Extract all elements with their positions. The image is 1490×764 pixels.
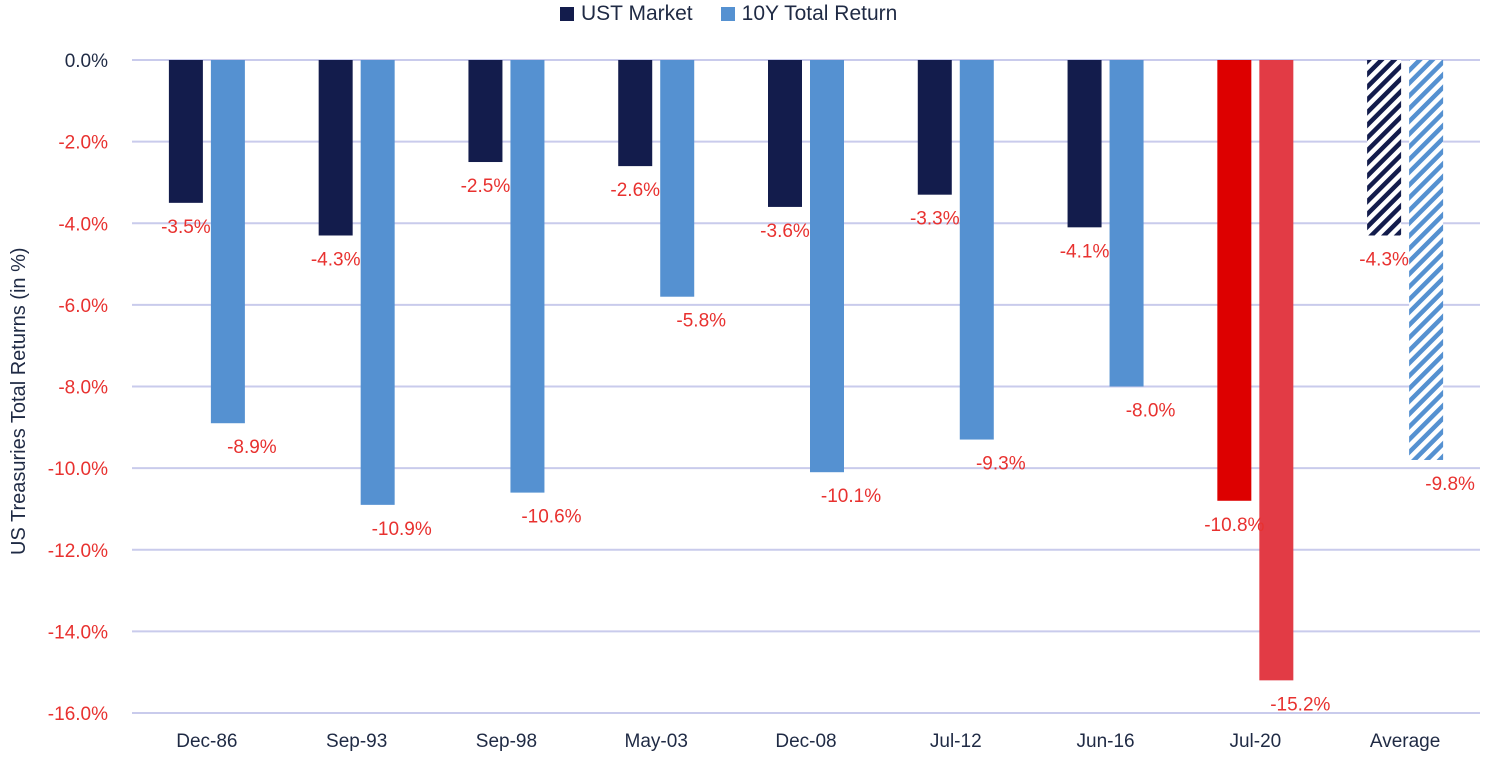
bar-ust-market-may-03: [618, 60, 653, 167]
x-tick-label-may-03: May-03: [625, 731, 688, 752]
bar-10y-total-return-sep-98: [510, 60, 545, 493]
bar-ust-market-jul-12: [917, 60, 952, 195]
bar-10y-total-return-sep-93: [360, 60, 395, 505]
data-label-ust-market-jul-12: -3.3%: [910, 209, 960, 230]
data-label-ust-market-jun-16: -4.1%: [1060, 241, 1110, 262]
bar-ust-market-dec-86: [168, 60, 203, 203]
bar-ust-market-sep-98: [468, 60, 503, 163]
y-tick-label-3: -6.0%: [58, 296, 108, 317]
legend-swatch-ust-market: [560, 7, 574, 21]
data-label-10y-total-return-jul-12: -9.3%: [976, 454, 1026, 475]
y-tick-label-4: -8.0%: [58, 378, 108, 399]
data-label-ust-market-average: -4.3%: [1359, 249, 1409, 270]
x-tick-label-jul-12: Jul-12: [930, 731, 982, 752]
legend-swatch-10y-total-return: [720, 7, 735, 21]
data-label-10y-total-return-may-03: -5.8%: [676, 311, 726, 332]
y-tick-label-8: -16.0%: [48, 704, 108, 725]
bar-10y-total-return-may-03: [660, 60, 695, 297]
y-tick-label-1: -2.0%: [58, 133, 108, 154]
data-label-ust-market-sep-98: -2.5%: [461, 176, 511, 197]
bar-10y-total-return-average: [1409, 60, 1444, 460]
bar-ust-market-jun-16: [1067, 60, 1102, 228]
grid: [132, 59, 1480, 714]
y-tick-label-0: 0.0%: [65, 51, 108, 72]
data-label-10y-total-return-jul-20: -15.2%: [1270, 694, 1330, 715]
legend-item-ust-market: UST Market: [560, 2, 693, 26]
bar-10y-total-return-jul-12: [959, 60, 994, 440]
bar-10y-total-return-jun-16: [1109, 60, 1144, 387]
y-tick-label-7: -14.0%: [48, 622, 108, 643]
x-axis-ticks: Dec-86 Sep-93 Sep-98 May-03 Dec-08 Jul-12 Jun-…: [176, 731, 1440, 752]
x-tick-label-average: Average: [1370, 731, 1440, 752]
y-tick-label-5: -10.0%: [48, 459, 108, 480]
bar-ust-market-dec-08: [768, 60, 802, 207]
data-label-ust-market-jul-20: -10.8%: [1204, 515, 1264, 536]
bar-10y-total-return-jul-20: [1259, 60, 1294, 681]
data-label-10y-total-return-dec-08: -10.1%: [821, 486, 881, 507]
bars: [168, 60, 1444, 681]
y-tick-label-6: -12.0%: [48, 541, 108, 562]
x-tick-label-sep-98: Sep-98: [476, 731, 537, 752]
bar-ust-market-sep-93: [318, 60, 353, 236]
data-label-10y-total-return-average: -9.8%: [1425, 474, 1475, 495]
bar-ust-market-average: [1367, 60, 1402, 236]
bar-ust-market-jul-20: [1217, 60, 1252, 501]
bar-10y-total-return-dec-08: [810, 60, 844, 473]
y-tick-label-2: -4.0%: [58, 214, 108, 235]
y-axis-ticks: 0.0% -2.0% -4.0% -6.0% -8.0% -10.0% -12.0% -14.…: [48, 51, 108, 725]
legend-label-ust-market: UST Market: [581, 2, 693, 25]
data-label-10y-total-return-sep-98: -10.6%: [521, 507, 581, 528]
bar-10y-total-return-dec-86: [210, 60, 245, 424]
x-tick-label-sep-93: Sep-93: [326, 731, 387, 752]
x-tick-label-jul-20: Jul-20: [1229, 731, 1281, 752]
data-label-ust-market-dec-08: -3.6%: [760, 221, 810, 242]
data-label-10y-total-return-sep-93: -10.9%: [372, 519, 432, 540]
data-labels: -3.5% -8.9% -4.3% -10.9% -2.5% -10.6% -2.6% -5.…: [161, 176, 1475, 715]
data-label-ust-market-dec-86: -3.5%: [161, 217, 211, 238]
data-label-10y-total-return-dec-86: -8.9%: [227, 437, 277, 458]
legend-item-10y-total-return: 10Y Total Return: [720, 2, 898, 26]
legend: UST Market 10Y Total Return: [560, 2, 897, 26]
x-tick-label-jun-16: Jun-16: [1077, 731, 1135, 752]
data-label-ust-market-may-03: -2.6%: [610, 180, 660, 201]
x-tick-label-dec-08: Dec-08: [775, 731, 836, 752]
data-label-ust-market-sep-93: -4.3%: [311, 249, 361, 270]
x-tick-label-dec-86: Dec-86: [176, 731, 237, 752]
data-label-10y-total-return-jun-16: -8.0%: [1126, 401, 1176, 422]
legend-label-10y-total-return: 10Y Total Return: [741, 2, 898, 25]
